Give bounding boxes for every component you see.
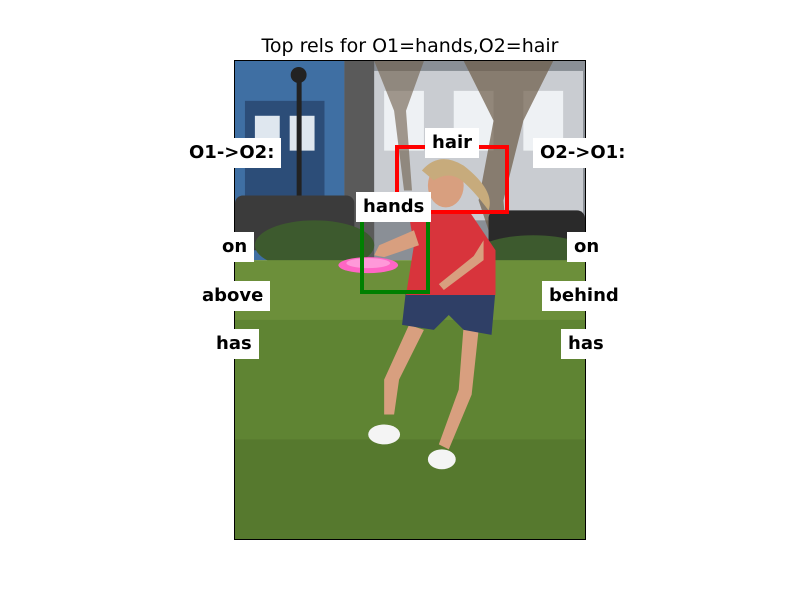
- o2-to-o1-relation-3: has: [561, 329, 611, 359]
- o2-to-o1-relation-2: behind: [542, 281, 626, 311]
- frisbee-park-photo: [235, 61, 585, 539]
- o2-to-o1-header: O2->O1:: [533, 138, 633, 168]
- o2-to-o1-relation-1: on: [567, 232, 607, 262]
- o1-to-o2-relation-2: above: [195, 281, 271, 311]
- hands-bounding-box: [360, 212, 430, 294]
- scene-photo: [234, 60, 586, 540]
- figure-title: Top rels for O1=hands,O2=hair: [261, 35, 559, 57]
- object-label-hands: hands: [356, 192, 432, 222]
- object-label-hair: hair: [425, 128, 480, 158]
- o1-to-o2-header: O1->O2:: [182, 138, 282, 168]
- o1-to-o2-relation-1: on: [215, 232, 255, 262]
- o1-to-o2-relation-3: has: [209, 329, 259, 359]
